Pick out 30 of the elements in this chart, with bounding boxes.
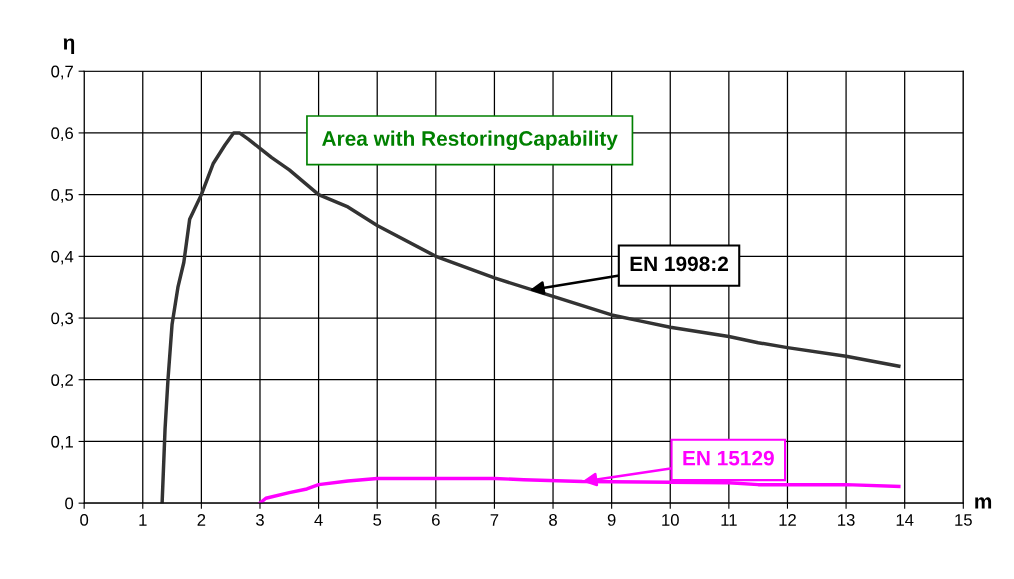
x-tick-label: 12	[779, 514, 796, 526]
y-tick-label: 0,3	[51, 312, 74, 327]
x-tick-label: 10	[662, 514, 679, 526]
x-tick-label: 6	[432, 514, 440, 526]
y-tick-label: 0,6	[51, 127, 74, 142]
annotation: EN 1998:2	[630, 256, 728, 272]
x-tick-label: 15	[955, 514, 972, 526]
x-tick-label: 7	[490, 514, 499, 526]
y-tick-label: 0,7	[51, 65, 73, 80]
y-tick-label: 0,4	[51, 250, 74, 265]
x-axis-title: m	[975, 497, 992, 509]
x-tick-label: 9	[607, 514, 616, 526]
annotation: Area with RestoringCapability	[322, 130, 618, 151]
x-tick-label: 14	[896, 514, 914, 526]
x-tick-label: 0	[80, 514, 89, 526]
x-tick-label: 1	[139, 514, 147, 526]
x-tick-label: 5	[373, 514, 382, 526]
x-tick-label: 2	[197, 514, 206, 526]
y-tick-label: 0	[65, 497, 74, 510]
y-axis-title: η	[63, 38, 75, 54]
annotation: EN 15129	[683, 450, 774, 466]
y-tick-label: 0,2	[51, 374, 73, 388]
line-series	[160, 131, 901, 504]
y-tick-label: 0,1	[51, 435, 73, 450]
x-tick-label: 13	[838, 514, 855, 526]
x-tick-label: 4	[314, 514, 323, 526]
x-tick-label: 8	[549, 514, 557, 526]
x-tick-label: 11	[721, 514, 737, 526]
x-tick-label: 3	[255, 514, 264, 526]
y-tick-label: 0,5	[51, 189, 74, 203]
